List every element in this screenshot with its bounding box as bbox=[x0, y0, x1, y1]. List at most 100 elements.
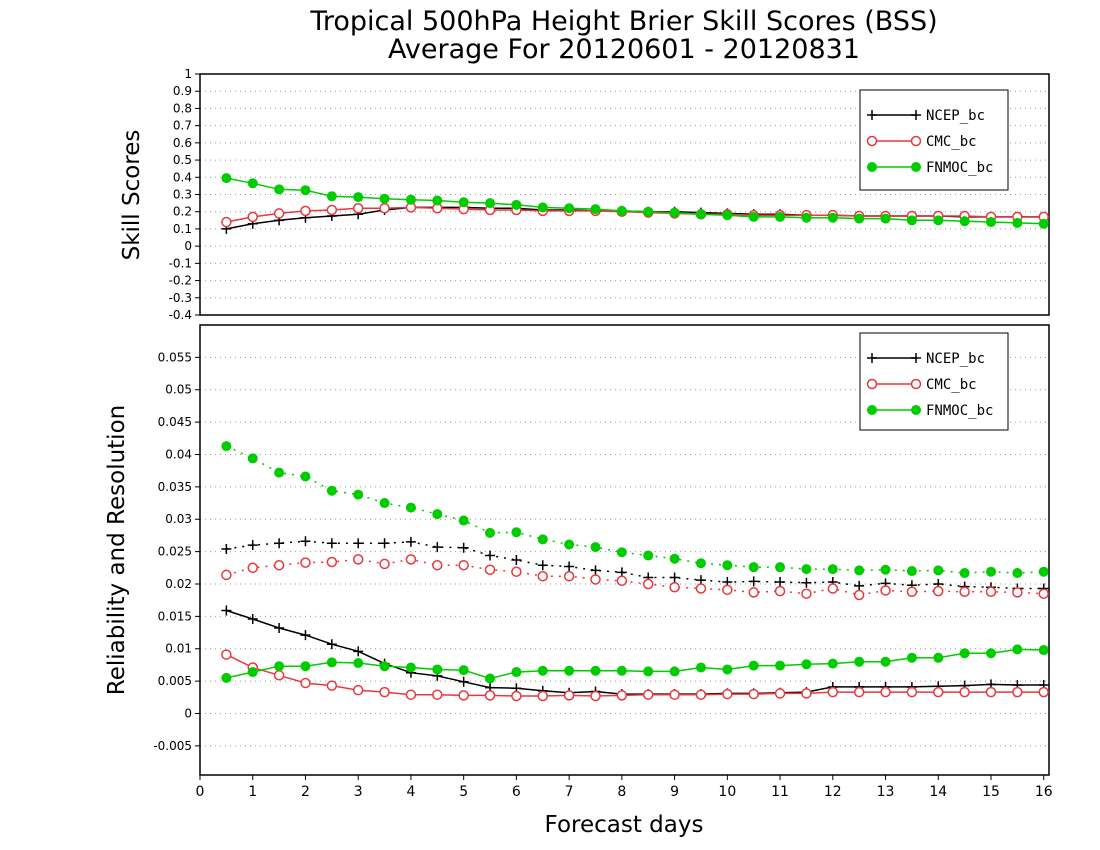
data-point bbox=[484, 690, 496, 701]
y-tick-label: 0.7 bbox=[173, 119, 192, 133]
data-point bbox=[353, 489, 364, 500]
data-point bbox=[511, 555, 522, 566]
data-point bbox=[221, 173, 232, 184]
series-cmc-bc-resolution bbox=[221, 554, 1049, 601]
data-point bbox=[616, 575, 628, 587]
y-tick-label: 0.02 bbox=[165, 577, 192, 591]
data-point bbox=[484, 564, 496, 575]
data-point bbox=[353, 538, 364, 549]
x-tick-label: 15 bbox=[982, 784, 1000, 800]
data-point bbox=[933, 686, 944, 698]
data-point bbox=[405, 502, 416, 513]
y-tick-label: 0.015 bbox=[158, 609, 192, 623]
legend-marker bbox=[911, 405, 921, 415]
data-point bbox=[485, 198, 496, 209]
data-point bbox=[880, 686, 891, 698]
data-point bbox=[326, 657, 337, 668]
data-point bbox=[273, 670, 285, 681]
data-point bbox=[300, 677, 311, 689]
data-point bbox=[854, 580, 865, 591]
y-tick-label: 0.8 bbox=[173, 101, 192, 115]
series-line bbox=[226, 648, 1044, 680]
data-point bbox=[221, 216, 232, 228]
data-point bbox=[906, 586, 918, 598]
y-tick-label: -0.3 bbox=[169, 291, 192, 305]
data-point bbox=[300, 630, 311, 641]
data-point bbox=[748, 660, 759, 671]
data-point bbox=[221, 544, 232, 555]
data-point bbox=[616, 690, 628, 701]
x-tick-label: 16 bbox=[1035, 784, 1053, 800]
data-point bbox=[1012, 644, 1023, 655]
data-point bbox=[801, 212, 812, 223]
data-point bbox=[801, 577, 812, 588]
data-point bbox=[985, 566, 996, 577]
data-point bbox=[379, 203, 390, 214]
data-point bbox=[906, 652, 917, 663]
data-point bbox=[564, 539, 575, 550]
data-point bbox=[563, 690, 575, 701]
y-tick-label: 0.5 bbox=[173, 153, 192, 167]
data-point bbox=[379, 661, 390, 672]
legend-marker bbox=[911, 353, 921, 363]
data-point bbox=[247, 540, 258, 551]
data-point bbox=[801, 688, 812, 699]
y-tick-label: 0.025 bbox=[158, 545, 192, 559]
data-point bbox=[722, 210, 733, 221]
legend-marker bbox=[867, 353, 877, 363]
skill-score-panel: -0.4 -0.3 -0.2 -0.1 0 0.1 0.2 0.3 0.4 0.5 0.6 0.7 0.… bbox=[169, 67, 1050, 322]
data-point bbox=[748, 587, 759, 598]
data-point bbox=[722, 560, 733, 571]
data-point bbox=[326, 680, 338, 691]
series-line bbox=[226, 445, 1044, 574]
data-point bbox=[722, 688, 733, 700]
data-point bbox=[221, 569, 232, 581]
data-point bbox=[537, 570, 549, 582]
data-point bbox=[880, 564, 891, 575]
legend-label-ncep-bc: NCEP_bc bbox=[926, 351, 985, 367]
data-point bbox=[933, 565, 944, 576]
series-cmc-bc-reliability bbox=[221, 649, 1049, 702]
data-point bbox=[247, 613, 258, 624]
data-point bbox=[564, 665, 575, 676]
data-point bbox=[379, 498, 390, 509]
y-tick-label: 0.005 bbox=[158, 674, 192, 688]
data-point bbox=[695, 583, 707, 594]
data-point bbox=[853, 589, 865, 601]
y-tick-label: -0.1 bbox=[169, 256, 192, 270]
data-point bbox=[642, 578, 654, 590]
reliability-resolution-panel: -0.005 0 0.005 0.01 0.015 0.02 0.025 0.03 0.035 0… bbox=[153, 324, 1053, 800]
data-point bbox=[880, 656, 891, 667]
legend-box bbox=[859, 89, 1009, 191]
data-point bbox=[695, 662, 706, 673]
data-point bbox=[959, 567, 970, 578]
data-point bbox=[247, 453, 258, 464]
data-point bbox=[1038, 566, 1049, 577]
data-point bbox=[880, 585, 891, 596]
legend-label-fnmoc-bc: FNMOC_bc bbox=[926, 403, 993, 419]
data-point bbox=[353, 646, 364, 657]
data-point bbox=[537, 202, 548, 213]
data-point bbox=[827, 583, 839, 594]
data-point bbox=[669, 581, 680, 593]
data-point bbox=[563, 570, 575, 582]
data-point bbox=[432, 559, 443, 571]
data-point bbox=[695, 689, 707, 700]
x-tick-label: 11 bbox=[771, 784, 789, 800]
data-point bbox=[1012, 217, 1023, 228]
data-point bbox=[221, 441, 232, 452]
data-point bbox=[959, 648, 970, 659]
y-tick-label: -0.005 bbox=[153, 739, 192, 753]
legend-marker bbox=[867, 162, 877, 172]
data-point bbox=[695, 209, 706, 220]
series-fnmoc-bc-resolution bbox=[221, 441, 1049, 578]
data-point bbox=[511, 199, 522, 210]
legend-label-cmc-bc: CMC_bc bbox=[926, 134, 977, 150]
data-point bbox=[405, 554, 417, 565]
data-point bbox=[300, 471, 311, 482]
legend-marker bbox=[866, 135, 878, 147]
data-point bbox=[1038, 686, 1049, 698]
data-point bbox=[511, 690, 522, 702]
data-point bbox=[221, 672, 232, 683]
